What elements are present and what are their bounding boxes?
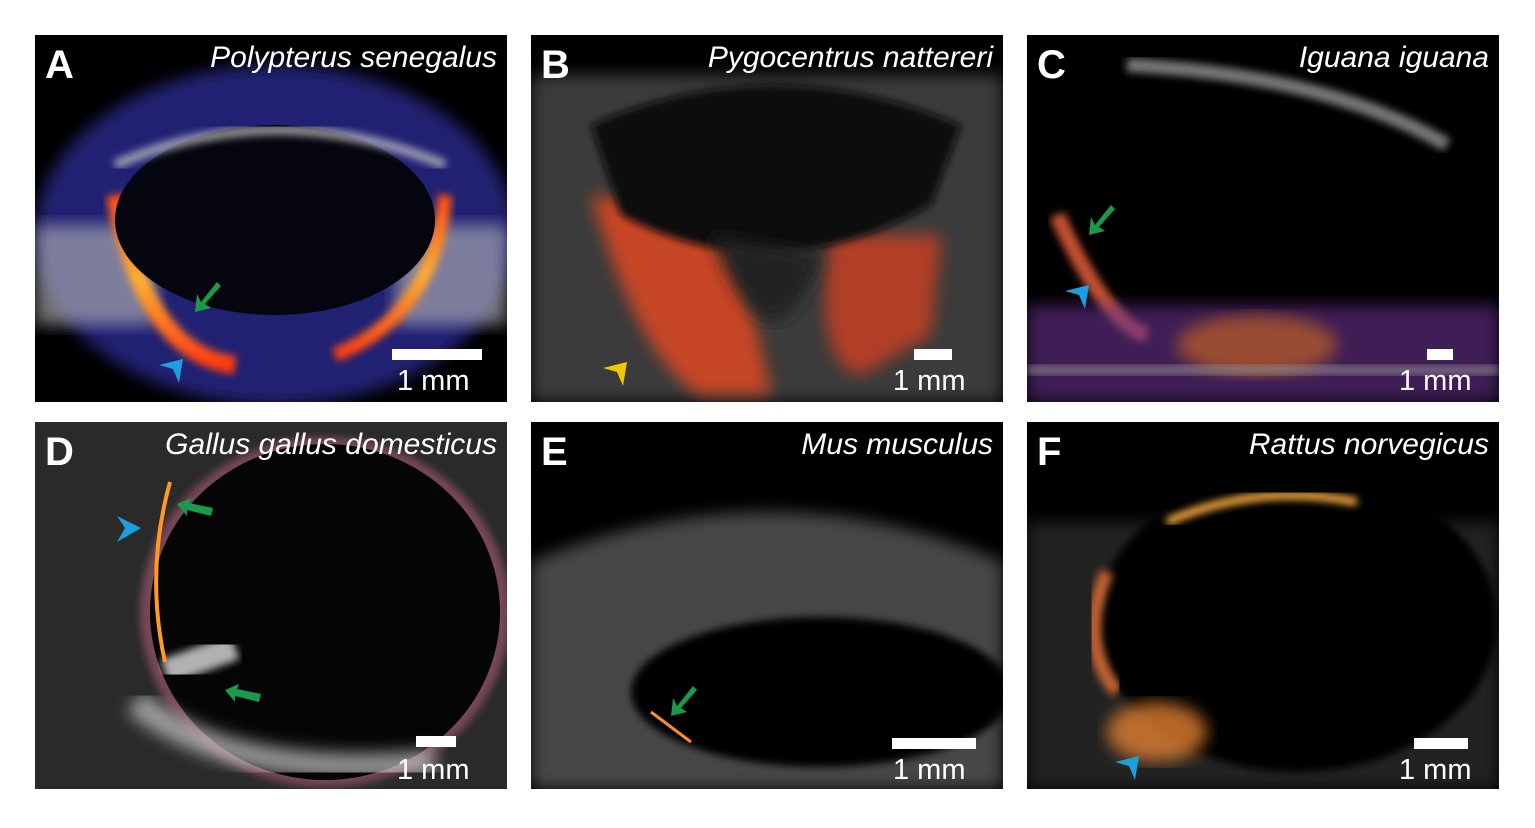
scale-bar xyxy=(1414,738,1468,749)
panel-letter: D xyxy=(45,430,74,474)
green-arrow-icon xyxy=(177,498,213,516)
scale-bar xyxy=(416,736,456,747)
scale-label: 1 mm xyxy=(397,754,470,786)
species-label: Polypterus senegalus xyxy=(210,41,497,74)
ultrasound-image xyxy=(1027,35,1499,402)
species-label: Iguana iguana xyxy=(1298,41,1489,74)
scale-bar xyxy=(1427,349,1453,360)
panel-d: D Gallus gallus domesticus 1 mm xyxy=(35,422,507,789)
blue-arrowhead-icon xyxy=(1115,756,1139,780)
scale-bar xyxy=(914,349,952,360)
panel-letter: C xyxy=(1037,43,1066,87)
scale-bar xyxy=(892,738,976,749)
panel-e: E Mus musculus 1 mm xyxy=(531,422,1003,789)
blue-arrowhead-icon xyxy=(159,359,183,383)
panel-a: A Polypterus senegalus 1 mm xyxy=(35,35,507,402)
scale-label: 1 mm xyxy=(397,365,470,397)
species-label: Pygocentrus nattereri xyxy=(707,41,993,74)
panel-letter: E xyxy=(541,430,568,474)
green-arrow-icon xyxy=(225,684,261,702)
scale-label: 1 mm xyxy=(1399,754,1472,786)
ultrasound-image xyxy=(1027,422,1499,789)
panel-f: F Rattus norvegicus 1 mm xyxy=(1027,422,1499,789)
green-arrow-icon xyxy=(195,282,221,312)
ultrasound-image xyxy=(35,35,507,402)
ultrasound-image xyxy=(531,35,1003,402)
ultrasound-image xyxy=(531,422,1003,789)
species-label: Gallus gallus domesticus xyxy=(165,428,497,461)
panel-letter: A xyxy=(45,43,74,87)
species-label: Mus musculus xyxy=(801,428,993,461)
panel-c: C Iguana iguana 1 mm xyxy=(1027,35,1499,402)
scale-label: 1 mm xyxy=(893,754,966,786)
blue-arrowhead-icon xyxy=(1065,285,1089,309)
scale-label: 1 mm xyxy=(1399,365,1472,397)
yellow-arrowhead-icon xyxy=(603,362,627,386)
ultrasound-image xyxy=(35,422,507,789)
panel-letter: F xyxy=(1037,430,1062,474)
panel-letter: B xyxy=(541,43,570,87)
panel-b: B Pygocentrus nattereri 1 mm xyxy=(531,35,1003,402)
species-label: Rattus norvegicus xyxy=(1248,428,1489,461)
green-arrow-icon xyxy=(671,686,697,716)
scale-bar xyxy=(392,349,482,360)
blue-arrowhead-icon xyxy=(117,516,141,542)
green-arrow-icon xyxy=(1089,205,1115,235)
scale-label: 1 mm xyxy=(893,365,966,397)
